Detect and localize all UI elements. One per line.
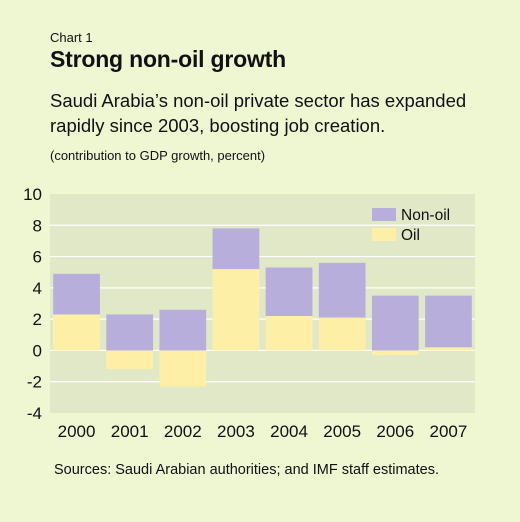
bar-oil-2006 xyxy=(371,350,419,356)
stacked-bar-chart: 10 8 6 4 2 0 -2 -4 2000 2001 2002 2003 2004 2005 2006… xyxy=(23,185,475,441)
legend-label-non-oil: Non-oil xyxy=(401,207,450,224)
x-axis-tick-labels: 2000 2001 2002 2003 2004 2005 2006 2007 xyxy=(58,422,468,441)
x-tick-label: 2004 xyxy=(270,422,308,441)
bar-non-oil-2001 xyxy=(106,314,154,351)
bar-non-oil-2000 xyxy=(53,273,100,315)
legend-label-oil: Oil xyxy=(401,227,420,244)
x-tick-label: 2007 xyxy=(430,422,468,441)
legend-swatch-non-oil xyxy=(372,208,396,221)
x-tick-label: 2005 xyxy=(323,422,361,441)
y-tick-label: -4 xyxy=(27,404,42,423)
bar-oil-2004 xyxy=(265,316,313,351)
y-tick-label: 0 xyxy=(33,341,42,360)
y-tick-label: 8 xyxy=(33,216,42,235)
x-tick-label: 2000 xyxy=(58,422,96,441)
bar-oil-2002 xyxy=(159,350,207,387)
bar-non-oil-2004 xyxy=(265,267,313,317)
unit-note: (contribution to GDP growth, percent) xyxy=(50,148,266,163)
bar-oil-2003 xyxy=(212,269,260,351)
source-note: Sources: Saudi Arabian authorities; and … xyxy=(54,462,439,478)
bar-non-oil-2007 xyxy=(425,295,472,348)
x-tick-label: 2001 xyxy=(111,422,149,441)
bar-oil-2000 xyxy=(53,314,100,351)
y-tick-label: -2 xyxy=(27,373,42,392)
bar-oil-2007 xyxy=(425,347,472,351)
bar-group xyxy=(53,228,472,387)
y-tick-label: 6 xyxy=(33,248,42,267)
legend-swatch-oil xyxy=(372,228,396,241)
x-tick-label: 2006 xyxy=(376,422,414,441)
x-tick-label: 2003 xyxy=(217,422,255,441)
bar-non-oil-2005 xyxy=(318,262,366,318)
chart-title: Strong non-oil growth xyxy=(50,46,286,72)
legend: Non-oil Oil xyxy=(372,207,450,244)
x-tick-label: 2002 xyxy=(164,422,202,441)
y-tick-label: 2 xyxy=(33,310,42,329)
chart-number: Chart 1 xyxy=(50,30,93,45)
chart-subtitle: Saudi Arabia’s non-oil private sector ha… xyxy=(50,90,467,136)
y-tick-label: 4 xyxy=(33,279,42,298)
bar-oil-2001 xyxy=(106,350,154,370)
bar-non-oil-2006 xyxy=(371,295,419,351)
y-tick-label: 10 xyxy=(23,185,42,204)
y-axis-tick-labels: 10 8 6 4 2 0 -2 -4 xyxy=(23,185,42,423)
bar-oil-2005 xyxy=(318,317,366,351)
bar-non-oil-2002 xyxy=(159,309,207,351)
bar-non-oil-2003 xyxy=(212,228,260,270)
